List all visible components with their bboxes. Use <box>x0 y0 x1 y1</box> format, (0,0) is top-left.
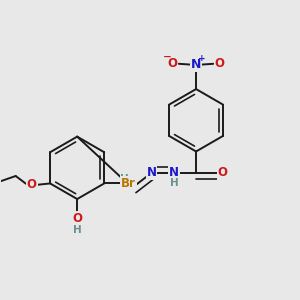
Text: O: O <box>167 57 177 70</box>
Text: H: H <box>120 174 129 184</box>
Text: −: − <box>163 52 171 62</box>
Text: N: N <box>191 58 201 71</box>
Text: N: N <box>146 166 157 179</box>
Text: H: H <box>73 225 82 235</box>
Text: O: O <box>27 178 37 191</box>
Text: +: + <box>198 54 205 63</box>
Text: Br: Br <box>121 177 136 190</box>
Text: O: O <box>215 57 225 70</box>
Text: H: H <box>170 178 178 188</box>
Text: N: N <box>169 166 179 179</box>
Text: O: O <box>218 167 228 179</box>
Text: O: O <box>72 212 82 225</box>
